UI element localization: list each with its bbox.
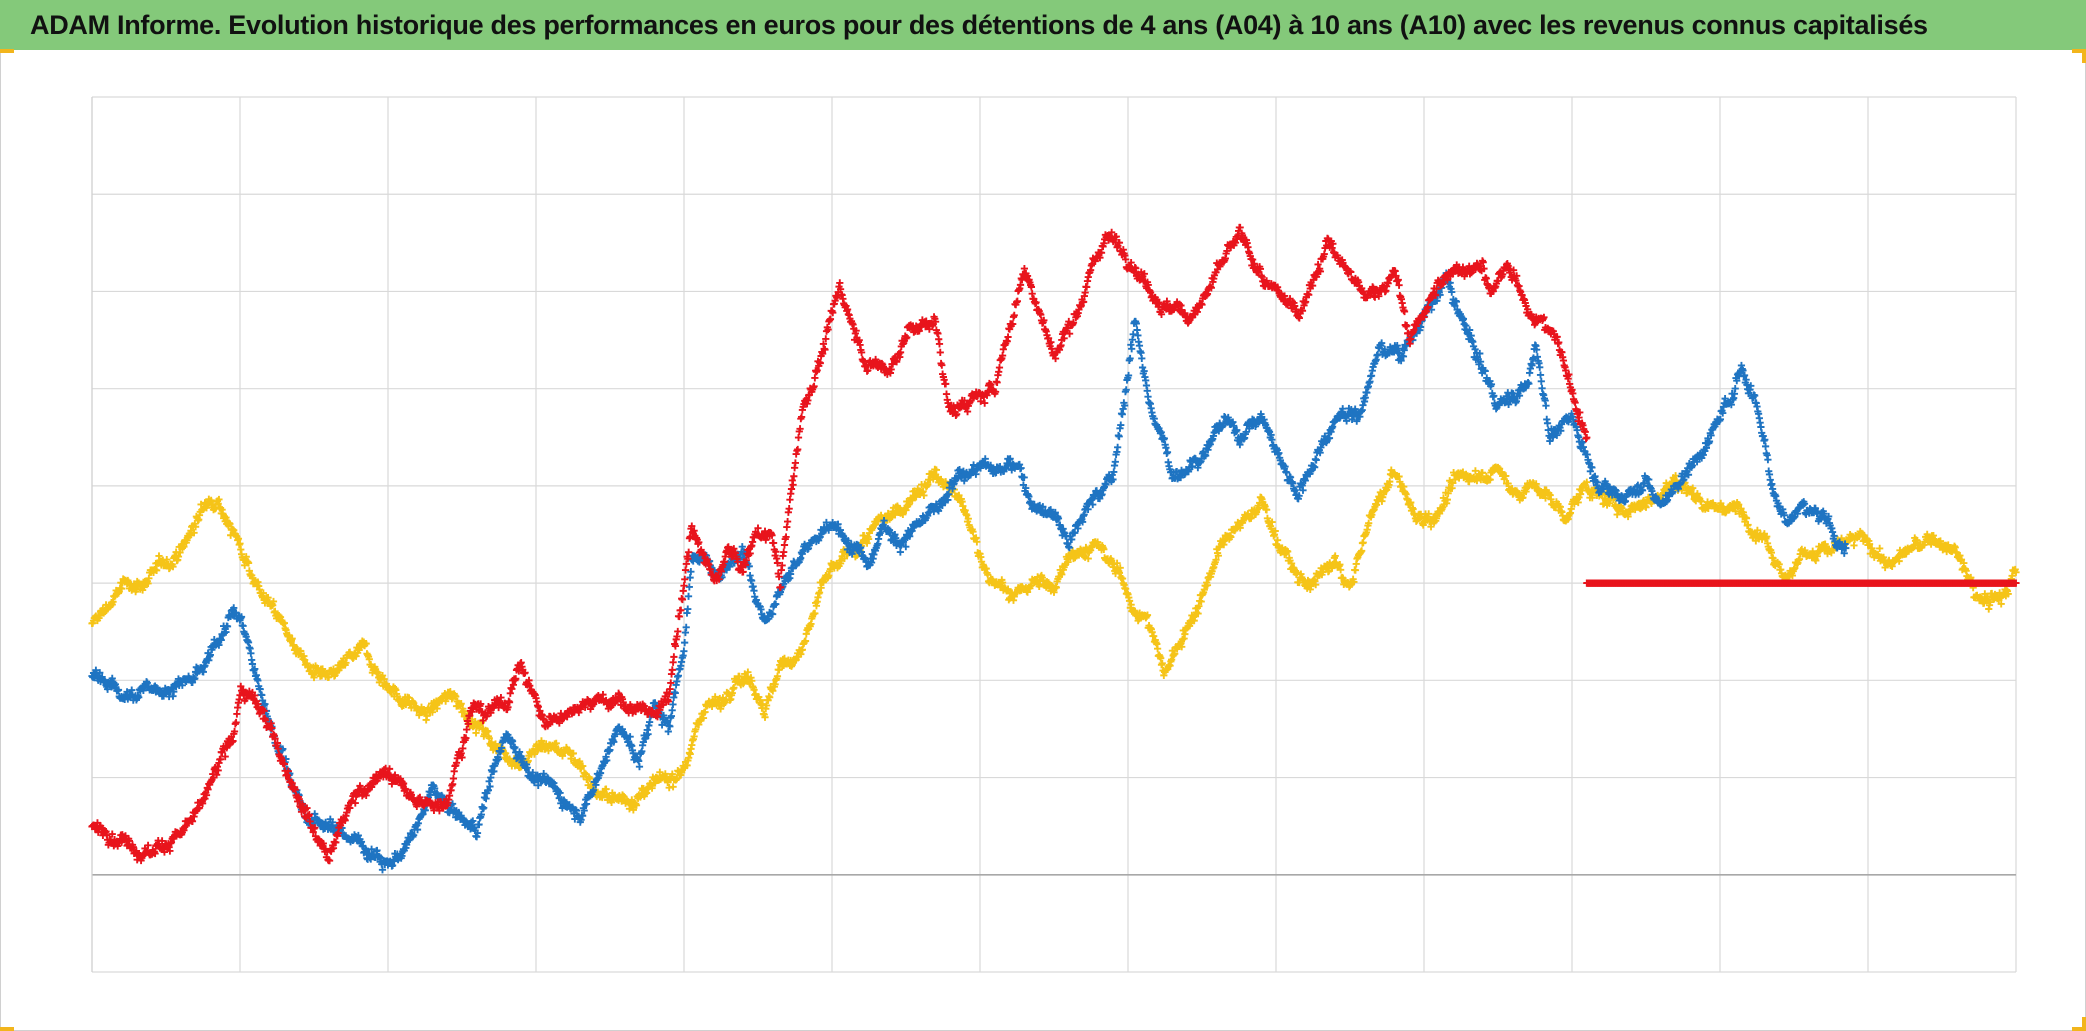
data-point-yellow — [1351, 566, 1360, 574]
data-point-blue — [487, 773, 495, 782]
data-point-blue — [685, 583, 693, 591]
data-point-blue — [1536, 371, 1545, 379]
data-point-red — [232, 718, 240, 727]
data-point-blue — [1761, 442, 1770, 450]
data-point-yellow — [452, 692, 460, 701]
data-point-yellow — [169, 563, 177, 571]
data-point-yellow — [288, 635, 296, 643]
data-point-blue — [1138, 354, 1146, 363]
data-point-blue — [681, 639, 689, 647]
data-point-yellow — [226, 520, 234, 528]
data-point-blue — [684, 605, 692, 613]
data-point-blue — [247, 649, 255, 657]
data-point-blue — [1543, 419, 1552, 427]
data-point-yellow — [1158, 659, 1166, 667]
data-point-yellow — [761, 713, 769, 721]
plot-points — [88, 223, 2020, 874]
data-point-yellow — [576, 757, 584, 765]
data-point-blue — [1134, 331, 1142, 340]
corner-mark-top-right-vertical — [2082, 49, 2086, 63]
data-point-yellow — [766, 693, 774, 701]
data-point-yellow — [908, 496, 916, 504]
corner-mark-top-right — [2072, 49, 2086, 53]
data-point-yellow — [552, 739, 560, 747]
data-point-blue — [896, 548, 904, 556]
data-point-yellow — [920, 491, 928, 500]
data-point-yellow — [215, 495, 223, 504]
data-point-yellow — [769, 687, 777, 695]
data-point-yellow — [579, 762, 587, 770]
data-point-blue — [680, 647, 688, 655]
data-point-blue — [635, 763, 644, 771]
data-point-blue — [1764, 456, 1772, 464]
data-point-yellow — [244, 559, 253, 567]
data-point-yellow — [362, 640, 370, 648]
data-point-yellow — [192, 523, 200, 531]
title-bar: ADAM Informe. Evolution historique des p… — [0, 0, 2086, 50]
data-point-yellow — [811, 609, 819, 618]
data-point-yellow — [701, 708, 709, 716]
data-point-yellow — [730, 684, 738, 692]
data-point-yellow — [155, 552, 163, 560]
data-point-yellow — [1850, 541, 1858, 550]
data-point-blue — [1536, 363, 1544, 371]
corner-mark-bottom-left — [0, 1027, 14, 1031]
data-point-blue — [1111, 458, 1119, 466]
data-point-yellow — [773, 672, 782, 680]
plot-grid — [91, 96, 2017, 973]
data-point-yellow — [269, 597, 278, 606]
data-point-yellow — [234, 535, 243, 543]
data-point-yellow — [656, 768, 664, 776]
corner-mark-bottom-right-vertical — [2082, 1017, 2086, 1031]
data-point-yellow — [491, 740, 500, 748]
data-point-yellow — [801, 637, 810, 645]
data-point-yellow — [632, 801, 641, 809]
data-point-yellow — [840, 554, 849, 563]
data-point-yellow — [259, 589, 267, 597]
data-point-yellow — [325, 673, 333, 681]
data-point-yellow — [537, 737, 546, 745]
corner-mark-top-left — [0, 49, 14, 53]
data-point-blue — [1359, 401, 1367, 409]
data-point-yellow — [648, 784, 656, 792]
data-point-blue — [1129, 330, 1137, 338]
data-point-blue — [1115, 432, 1123, 441]
data-point-yellow — [153, 566, 161, 574]
data-point-yellow — [668, 770, 676, 778]
data-point-yellow — [163, 555, 171, 564]
data-point-blue — [674, 672, 683, 680]
data-point-yellow — [586, 775, 594, 783]
data-point-yellow — [629, 806, 637, 814]
data-point-yellow — [669, 783, 677, 791]
data-point-yellow — [174, 552, 183, 561]
chart-title: ADAM Informe. Evolution historique des p… — [30, 9, 1928, 40]
data-point-yellow — [207, 496, 215, 504]
data-point-yellow — [176, 549, 184, 557]
data-point-yellow — [569, 749, 577, 757]
data-point-blue — [1537, 377, 1545, 385]
data-point-blue — [480, 804, 488, 812]
data-point-yellow — [692, 725, 700, 733]
data-point-yellow — [902, 506, 910, 514]
data-point-yellow — [815, 588, 824, 597]
data-point-yellow — [932, 466, 940, 474]
data-point-yellow — [865, 535, 873, 543]
corner-mark-bottom-right — [2072, 1027, 2086, 1031]
data-point-blue — [1163, 448, 1172, 456]
data-point-yellow — [190, 529, 198, 537]
data-point-blue — [1828, 528, 1837, 536]
data-point-yellow — [759, 700, 767, 708]
data-point-blue — [1542, 402, 1550, 410]
data-point-yellow — [863, 539, 871, 547]
data-point-yellow — [1154, 645, 1162, 653]
data-point-yellow — [744, 668, 752, 676]
data-point-yellow — [457, 700, 465, 708]
data-point-yellow — [1359, 538, 1367, 547]
data-point-blue — [1114, 443, 1122, 451]
data-point-yellow — [607, 798, 616, 807]
data-point-yellow — [222, 513, 230, 522]
data-point-blue — [1128, 345, 1136, 353]
